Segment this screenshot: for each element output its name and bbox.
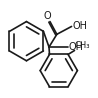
Text: CH₃: CH₃ bbox=[75, 41, 90, 50]
Text: OH: OH bbox=[73, 21, 88, 31]
Text: OH: OH bbox=[69, 42, 84, 52]
Text: O: O bbox=[44, 11, 51, 21]
